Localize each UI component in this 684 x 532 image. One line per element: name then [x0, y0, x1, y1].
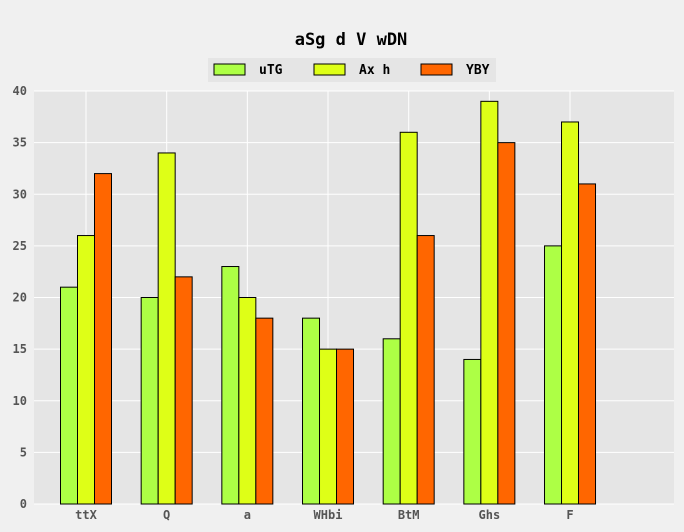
bar — [302, 317, 321, 505]
bar — [140, 297, 159, 505]
y-tick-label: 15 — [13, 342, 27, 356]
chart-title: aSg d V wDN — [295, 30, 408, 50]
bar — [157, 152, 176, 505]
bar — [319, 348, 338, 505]
bars — [60, 100, 597, 505]
y-tick-label: 5 — [20, 445, 27, 459]
legend: uTG Ax h YBY — [208, 58, 496, 82]
bar — [561, 121, 580, 505]
bar — [238, 297, 257, 505]
y-tick-label: 30 — [13, 187, 27, 201]
y-tick-label: 25 — [13, 239, 27, 253]
bar — [497, 142, 516, 505]
bar — [94, 173, 112, 505]
bar — [463, 358, 482, 505]
bar — [382, 338, 401, 505]
legend-swatch — [420, 63, 453, 76]
y-tick-label: 0 — [20, 497, 27, 511]
legend-label: Ax h — [359, 63, 390, 78]
bar — [399, 131, 418, 505]
y-axis-ticks: 0 5 10 15 20 25 30 35 40 — [13, 84, 27, 511]
bar — [174, 276, 193, 505]
bar — [416, 235, 435, 505]
y-tick-label: 35 — [13, 136, 27, 150]
x-tick-label: a — [244, 508, 251, 522]
legend-swatch — [213, 63, 246, 76]
y-tick-label: 10 — [13, 394, 27, 408]
bar — [221, 266, 240, 505]
bar — [255, 317, 274, 505]
bar — [578, 183, 597, 505]
bar — [60, 286, 78, 505]
y-tick-label: 40 — [13, 84, 27, 98]
x-tick-label: Ghs — [479, 508, 501, 522]
legend-swatch — [313, 63, 346, 76]
x-tick-label: ttX — [75, 508, 97, 522]
bar — [336, 348, 355, 505]
legend-label: uTG — [259, 63, 283, 78]
y-tick-label: 20 — [13, 291, 27, 305]
x-tick-label: Q — [163, 508, 170, 522]
legend-label: YBY — [466, 63, 490, 78]
bar — [77, 235, 95, 505]
legend-box — [208, 58, 496, 82]
x-tick-label: WHbi — [314, 508, 343, 522]
x-tick-label: BtM — [398, 508, 420, 522]
x-tick-label: F — [566, 508, 573, 522]
bar — [544, 245, 563, 505]
bar — [480, 100, 499, 505]
